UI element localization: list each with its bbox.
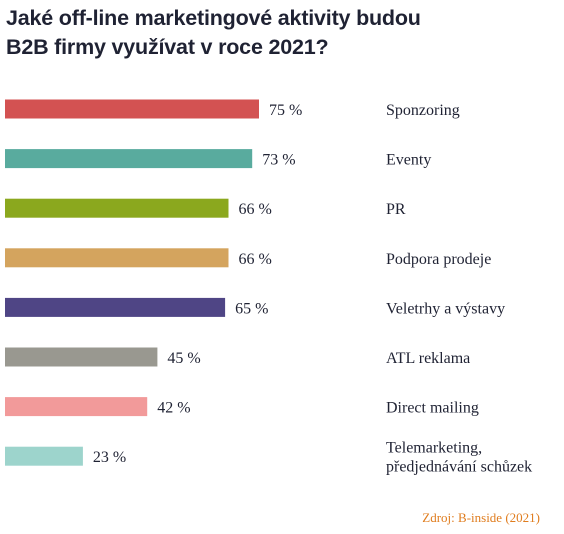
chart-title-line-1: Jaké off-line marketingové aktivity budo… [6,6,421,30]
value-label-2: 73 % [262,152,295,169]
category-label-8-line-1: Telemarketing, [386,440,482,457]
bar-6 [5,347,158,367]
value-label-8: 23 % [93,449,126,466]
bar-7 [5,397,148,417]
chart-title: Jaké off-line marketingové aktivity budo… [6,4,546,62]
bar-4 [5,248,229,268]
category-label-7: Direct mailing [386,400,479,417]
bar-1 [5,99,259,119]
category-label-5: Veletrhy a výstavy [386,300,505,317]
value-label-4: 66 % [239,251,272,268]
bar-2 [5,149,253,169]
value-label-1: 75 % [269,102,302,119]
value-label-5: 65 % [235,300,268,317]
category-label-6: ATL reklama [386,350,470,367]
category-label-4: Podpora prodeje [386,251,491,268]
value-label-7: 42 % [157,400,190,417]
bar-5 [5,297,226,317]
category-label-1: Sponzoring [386,102,460,119]
bar-8 [5,446,83,466]
source-note: Zdroj: B-inside (2021) [422,510,540,525]
category-label-3: PR [386,201,406,218]
value-label-6: 45 % [167,350,200,367]
chart-title-line-2: B2B firmy využívat v roce 2021? [6,35,329,59]
value-label-3: 66 % [239,201,272,218]
bar-3 [5,198,229,218]
category-label-2: Eventy [386,152,431,169]
category-label-8-line-2: předjednávání schůzek [386,459,532,476]
